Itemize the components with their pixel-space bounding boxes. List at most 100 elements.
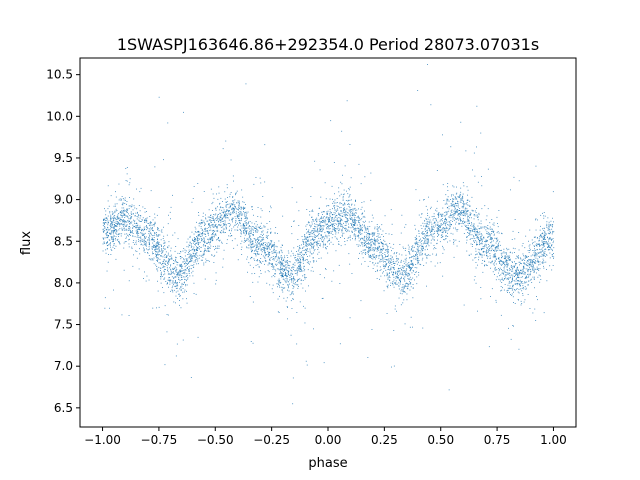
scatter-point (480, 235, 482, 237)
scatter-point (437, 230, 439, 232)
scatter-point (514, 272, 516, 274)
scatter-point (186, 241, 188, 243)
scatter-point (131, 221, 133, 223)
scatter-point (511, 280, 513, 282)
scatter-point (457, 218, 459, 220)
scatter-point (490, 250, 492, 252)
scatter-point (463, 204, 465, 206)
scatter-point (193, 240, 194, 242)
scatter-point (345, 200, 347, 201)
scatter-point (544, 215, 546, 217)
scatter-point (275, 263, 276, 265)
scatter-point (546, 243, 548, 245)
scatter-point (267, 253, 269, 255)
scatter-point (546, 242, 548, 243)
scatter-point (367, 232, 369, 234)
scatter-point (358, 244, 360, 246)
scatter-point (446, 198, 448, 200)
scatter-point (117, 215, 119, 217)
scatter-point (178, 279, 180, 280)
scatter-point (460, 223, 462, 224)
scatter-point (503, 262, 505, 264)
scatter-point (474, 276, 476, 277)
scatter-point (167, 252, 169, 254)
scatter-point (473, 227, 475, 229)
scatter-point (539, 229, 541, 231)
scatter-point (494, 262, 495, 264)
scatter-point (113, 205, 115, 207)
scatter-point (173, 284, 174, 286)
scatter-point (319, 229, 321, 231)
scatter-point (271, 263, 273, 265)
scatter-point (110, 220, 112, 222)
scatter-point (313, 328, 314, 330)
scatter-point (300, 280, 302, 281)
scatter-point (103, 222, 105, 224)
scatter-point (468, 227, 470, 229)
scatter-point (369, 233, 371, 234)
scatter-point (329, 222, 331, 224)
scatter-point (195, 238, 196, 240)
scatter-point (105, 249, 107, 251)
scatter-point (263, 226, 265, 228)
scatter-point (340, 245, 342, 247)
scatter-point (421, 248, 423, 250)
scatter-point (456, 230, 458, 232)
scatter-point (393, 276, 395, 278)
scatter-point (457, 196, 459, 198)
scatter-point (255, 254, 256, 255)
scatter-point (124, 203, 126, 204)
scatter-point (267, 248, 269, 249)
scatter-point (307, 251, 309, 252)
scatter-point (280, 269, 282, 271)
scatter-point (274, 257, 276, 259)
scatter-point (532, 264, 534, 266)
scatter-point (258, 253, 259, 255)
scatter-point (402, 267, 404, 269)
scatter-point (495, 249, 497, 251)
scatter-point (134, 215, 136, 217)
scatter-point (388, 273, 390, 274)
scatter-point (257, 252, 258, 254)
scatter-point (450, 205, 452, 207)
scatter-point (329, 214, 331, 216)
scatter-point (269, 247, 270, 249)
scatter-point (119, 211, 121, 213)
scatter-point (539, 268, 541, 270)
scatter-point (452, 218, 454, 220)
scatter-point (201, 254, 203, 256)
scatter-point (142, 244, 144, 246)
scatter-point (342, 227, 344, 229)
scatter-point (544, 248, 546, 250)
scatter-point (318, 219, 320, 221)
scatter-point (512, 285, 513, 287)
scatter-point (512, 265, 514, 267)
scatter-point (189, 260, 191, 262)
scatter-point (432, 236, 434, 238)
scatter-point (343, 213, 345, 215)
scatter-point (210, 222, 212, 223)
scatter-point (322, 214, 323, 215)
scatter-point (533, 236, 535, 238)
scatter-point (303, 305, 304, 307)
scatter-point (446, 230, 448, 232)
scatter-point (368, 247, 370, 249)
scatter-point (203, 238, 205, 240)
scatter-point (377, 239, 379, 241)
scatter-point (544, 256, 546, 257)
scatter-point (120, 212, 122, 214)
scatter-point (377, 262, 379, 264)
scatter-point (332, 243, 334, 245)
scatter-point (537, 260, 539, 261)
scatter-point (512, 296, 514, 298)
scatter-point (490, 247, 492, 249)
scatter-point (243, 227, 244, 229)
scatter-point (250, 227, 252, 229)
scatter-point (233, 209, 235, 210)
scatter-point (517, 266, 518, 268)
scatter-point (388, 266, 389, 267)
scatter-point (436, 242, 438, 244)
scatter-point (103, 226, 105, 227)
scatter-point (433, 239, 435, 241)
scatter-point (409, 289, 411, 291)
